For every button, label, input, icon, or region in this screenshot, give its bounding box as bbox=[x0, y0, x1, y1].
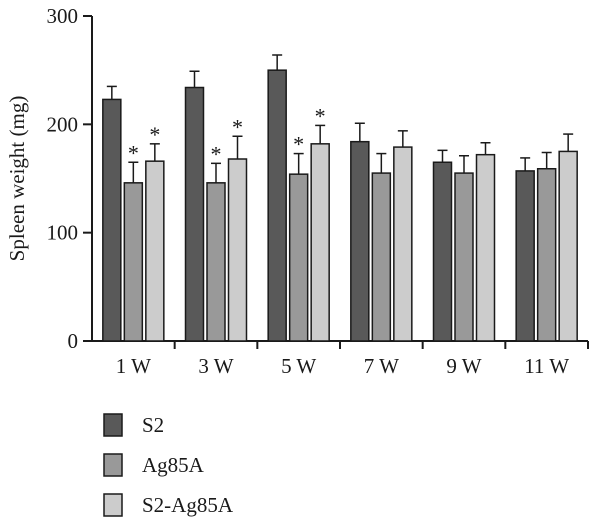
significance-star: * bbox=[128, 140, 139, 165]
bar-ag85a-11w bbox=[536, 168, 557, 342]
bars: * * * * * * bbox=[102, 54, 578, 342]
x-tick-label: 7 W bbox=[364, 354, 399, 378]
y-tick-label: 100 bbox=[47, 221, 79, 245]
bar-ag85a-3w bbox=[206, 182, 226, 342]
x-tick-label: 5 W bbox=[281, 354, 316, 378]
y-tick-label: 0 bbox=[68, 329, 79, 353]
bar-s2-ag85a-7w bbox=[393, 146, 413, 342]
bar-ag85a-5w bbox=[288, 173, 309, 342]
x-tick-label: 11 W bbox=[524, 354, 569, 378]
legend-swatch-s2-ag85a bbox=[103, 493, 123, 517]
legend-label: S2-Ag85A bbox=[142, 493, 234, 517]
bar-s2-ag85a-3w bbox=[227, 158, 248, 342]
bar-s2-5w bbox=[267, 69, 287, 342]
legend: S2 Ag85A S2-Ag85A bbox=[103, 413, 234, 517]
significance-star: * bbox=[232, 114, 243, 139]
significance-star: * bbox=[293, 132, 304, 157]
bar-s2-3w bbox=[184, 86, 205, 342]
bar-s2-ag85a-5w bbox=[310, 143, 330, 342]
significance-star: * bbox=[149, 122, 160, 147]
y-axis-title: Spleen weight (mg) bbox=[5, 96, 29, 262]
legend-swatch-s2 bbox=[103, 413, 123, 437]
x-tick-label: 9 W bbox=[446, 354, 481, 378]
significance-star: * bbox=[315, 103, 326, 128]
legend-label: S2 bbox=[142, 413, 164, 437]
bar-ag85a-9w bbox=[454, 172, 474, 342]
y-tick-label: 300 bbox=[47, 4, 79, 28]
bar-s2-1w bbox=[102, 98, 122, 342]
x-tick-label: 3 W bbox=[198, 354, 233, 378]
bar-s2-ag85a-11w bbox=[558, 150, 578, 342]
legend-swatch-ag85a bbox=[103, 453, 123, 477]
axes: 0 100 200 300 Spleen weight (mg) 1 W 3 W 5 W 7 W… bbox=[5, 4, 589, 378]
bar-s2-9w bbox=[432, 161, 453, 342]
legend-label: Ag85A bbox=[142, 453, 205, 477]
bar-ag85a-7w bbox=[371, 172, 392, 342]
significance-star: * bbox=[211, 141, 222, 166]
bar-s2-ag85a-1w bbox=[145, 160, 165, 342]
bar-s2-ag85a-9w bbox=[475, 153, 496, 342]
x-tick-label: 1 W bbox=[116, 354, 151, 378]
bar-s2-11w bbox=[515, 170, 535, 342]
bar-ag85a-1w bbox=[123, 182, 144, 342]
y-tick-label: 200 bbox=[47, 112, 79, 136]
bar-s2-7w bbox=[350, 140, 370, 342]
